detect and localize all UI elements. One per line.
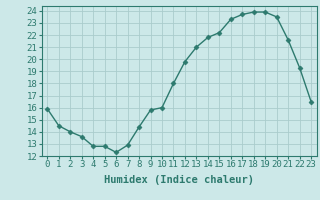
X-axis label: Humidex (Indice chaleur): Humidex (Indice chaleur) — [104, 175, 254, 185]
